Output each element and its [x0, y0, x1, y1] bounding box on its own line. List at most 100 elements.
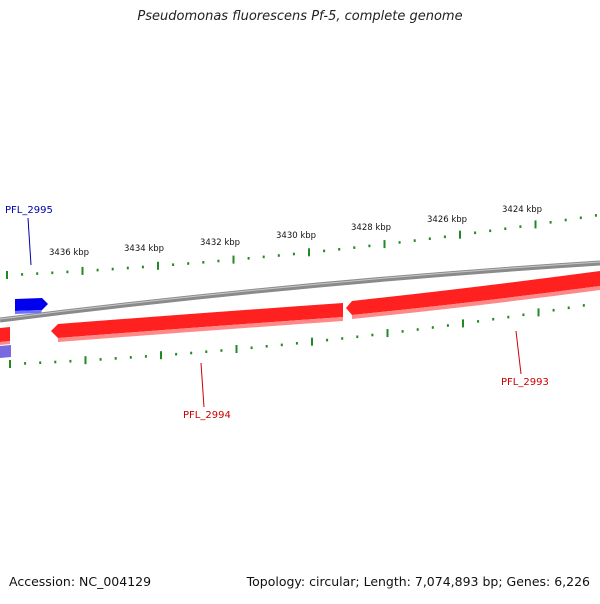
minor-tick	[594, 214, 597, 217]
gene-feature-PFL_2995-shadow	[15, 310, 42, 314]
minor-tick	[341, 337, 344, 340]
major-tick	[157, 261, 159, 270]
gene-feature-PFL_2994[interactable]	[51, 303, 343, 338]
leader-line-PFL_2994	[200, 362, 205, 408]
major-tick	[160, 351, 162, 360]
minor-tick	[126, 266, 129, 270]
minor-tick	[338, 248, 341, 251]
gene-feature-PFL_2994-shadow	[58, 317, 343, 342]
minor-tick	[250, 346, 253, 350]
major-tick	[6, 271, 8, 279]
genome-backbone	[0, 260, 600, 323]
minor-tick	[66, 270, 69, 274]
minor-tick	[172, 263, 175, 266]
minor-tick	[144, 355, 147, 358]
minor-tick	[295, 342, 298, 345]
gene-label-PFL_2993[interactable]: PFL_2993	[501, 377, 549, 388]
minor-tick	[247, 257, 250, 260]
minor-tick	[579, 216, 582, 220]
scale-label: 3426 kbp	[427, 215, 467, 225]
minor-tick	[552, 308, 555, 312]
scale-label: 3432 kbp	[200, 238, 240, 248]
minor-tick	[474, 231, 477, 235]
gene-label-PFL_2994[interactable]: PFL_2994	[183, 410, 231, 421]
minor-tick	[326, 338, 329, 342]
minor-tick	[54, 360, 57, 364]
scale-label: 3434 kbp	[124, 244, 164, 254]
major-tick	[232, 255, 235, 264]
minor-tick	[21, 273, 24, 276]
minor-tick	[205, 350, 208, 353]
minor-tick	[398, 241, 401, 244]
minor-tick	[507, 315, 510, 319]
minor-tick	[96, 268, 99, 272]
gene-feature-left-edge-shadow	[0, 341, 10, 345]
minor-tick	[549, 221, 552, 224]
minor-tick	[323, 249, 326, 253]
minor-tick	[114, 357, 117, 360]
minor-tick	[504, 227, 507, 230]
inner-tick-ring	[9, 304, 585, 368]
major-tick	[308, 248, 310, 257]
minor-tick	[175, 352, 178, 356]
minor-tick	[492, 317, 495, 321]
major-tick	[459, 230, 461, 239]
major-tick	[311, 337, 313, 346]
major-tick	[383, 240, 386, 249]
gene-feature-left-edge[interactable]	[0, 327, 10, 342]
leader-line-PFL_2995	[27, 217, 32, 266]
major-tick	[386, 329, 389, 338]
minor-tick	[129, 356, 132, 359]
minor-tick	[262, 255, 265, 259]
scale-label: 3424 kbp	[502, 205, 542, 215]
minor-tick	[187, 262, 190, 265]
gene-feature-forward-left[interactable]	[0, 345, 11, 358]
genome-backbone-highlight	[0, 261, 600, 320]
minor-tick	[413, 239, 416, 242]
minor-tick	[39, 361, 42, 364]
minor-tick	[277, 254, 280, 257]
minor-tick	[519, 225, 522, 228]
accession-text: Accession: NC_004129	[9, 574, 152, 589]
minor-tick	[431, 326, 434, 329]
gene-label-PFL_2995[interactable]: PFL_2995	[5, 205, 53, 216]
minor-tick	[99, 358, 102, 361]
minor-tick	[428, 237, 431, 240]
minor-tick	[416, 328, 419, 331]
minor-tick	[220, 349, 223, 352]
minor-tick	[368, 244, 371, 248]
minor-tick	[446, 324, 449, 327]
leader-line-PFL_2993	[515, 330, 522, 375]
minor-tick	[280, 343, 283, 347]
minor-tick	[190, 351, 193, 355]
major-tick	[9, 360, 11, 368]
minor-tick	[567, 306, 570, 310]
minor-tick	[36, 272, 39, 275]
genome-summary-text: Topology: circular; Length: 7,074,893 bp…	[246, 574, 590, 589]
scale-label: 3428 kbp	[351, 223, 391, 233]
major-tick	[84, 356, 87, 365]
major-tick	[534, 220, 537, 229]
gene-feature-PFL_2993-shadow	[352, 286, 600, 319]
gene-feature-PFL_2993[interactable]	[346, 271, 600, 315]
minor-tick	[356, 335, 359, 339]
minor-tick	[371, 333, 374, 337]
minor-tick	[51, 271, 54, 275]
minor-tick	[292, 252, 295, 256]
major-tick	[81, 266, 84, 275]
minor-tick	[111, 267, 114, 271]
major-tick	[537, 308, 540, 317]
minor-tick	[443, 235, 446, 239]
outer-tick-ring	[6, 214, 597, 279]
minor-tick	[24, 362, 27, 365]
gene-feature-PFL_2995[interactable]	[15, 298, 48, 311]
minor-tick	[265, 345, 268, 348]
map-title: Pseudomonas fluorescens Pf-5, complete g…	[137, 9, 463, 24]
scale-label: 3430 kbp	[276, 231, 316, 241]
major-tick	[235, 345, 238, 353]
minor-tick	[141, 265, 144, 269]
minor-tick	[217, 259, 220, 263]
minor-tick	[353, 246, 356, 249]
